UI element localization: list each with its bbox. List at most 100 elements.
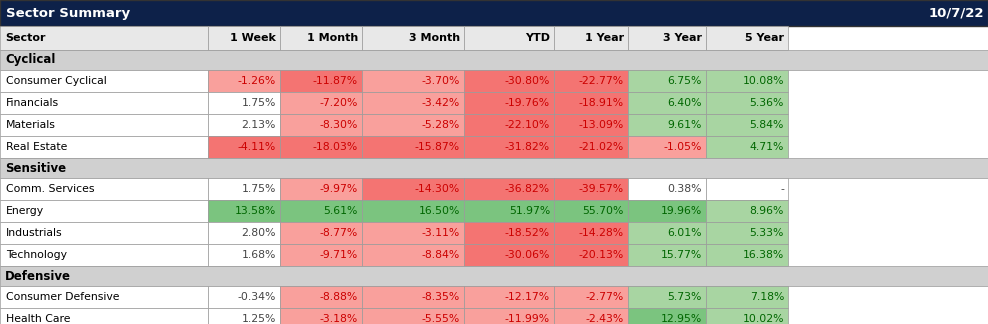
Text: 19.96%: 19.96% xyxy=(661,206,702,216)
Bar xyxy=(464,136,554,158)
Bar xyxy=(554,114,628,136)
Bar xyxy=(0,286,208,308)
Text: Energy: Energy xyxy=(6,206,44,216)
Text: -8.30%: -8.30% xyxy=(320,120,358,130)
Bar xyxy=(208,70,280,92)
Bar xyxy=(706,136,788,158)
Bar xyxy=(464,222,554,244)
Text: Consumer Cyclical: Consumer Cyclical xyxy=(6,76,107,86)
Bar xyxy=(0,114,208,136)
Bar xyxy=(628,222,706,244)
Text: -39.57%: -39.57% xyxy=(579,184,624,194)
Bar xyxy=(362,178,464,200)
Bar xyxy=(464,308,554,324)
Bar xyxy=(362,244,464,266)
Text: -8.84%: -8.84% xyxy=(422,250,460,260)
Bar xyxy=(0,92,208,114)
Bar xyxy=(208,244,280,266)
Bar xyxy=(706,222,788,244)
Bar xyxy=(0,266,988,286)
Text: 8.96%: 8.96% xyxy=(750,206,784,216)
Bar xyxy=(628,136,706,158)
Bar xyxy=(554,70,628,92)
Bar xyxy=(706,286,788,308)
Text: -12.17%: -12.17% xyxy=(505,292,550,302)
Bar xyxy=(0,70,208,92)
Text: -18.91%: -18.91% xyxy=(579,98,624,108)
Bar xyxy=(464,244,554,266)
Bar xyxy=(628,26,706,50)
Text: 4.71%: 4.71% xyxy=(750,142,784,152)
Bar xyxy=(280,308,362,324)
Text: -5.28%: -5.28% xyxy=(422,120,460,130)
Bar xyxy=(464,178,554,200)
Bar xyxy=(280,26,362,50)
Bar xyxy=(0,178,208,200)
Text: Industrials: Industrials xyxy=(6,228,62,238)
Bar xyxy=(280,200,362,222)
Bar xyxy=(554,178,628,200)
Bar xyxy=(554,286,628,308)
Text: -1.26%: -1.26% xyxy=(238,76,276,86)
Bar xyxy=(554,200,628,222)
Text: -9.71%: -9.71% xyxy=(320,250,358,260)
Text: -22.77%: -22.77% xyxy=(579,76,624,86)
Text: 1.68%: 1.68% xyxy=(242,250,276,260)
Bar xyxy=(706,92,788,114)
Bar xyxy=(208,200,280,222)
Bar xyxy=(362,114,464,136)
Text: Financials: Financials xyxy=(6,98,59,108)
Text: 9.61%: 9.61% xyxy=(668,120,702,130)
Bar xyxy=(628,200,706,222)
Bar xyxy=(706,178,788,200)
Bar xyxy=(554,222,628,244)
Text: 16.38%: 16.38% xyxy=(743,250,784,260)
Text: -30.80%: -30.80% xyxy=(505,76,550,86)
Text: 5.84%: 5.84% xyxy=(750,120,784,130)
Text: -20.13%: -20.13% xyxy=(579,250,624,260)
Bar xyxy=(208,178,280,200)
Text: 51.97%: 51.97% xyxy=(509,206,550,216)
Text: 6.40%: 6.40% xyxy=(668,98,702,108)
Text: -18.52%: -18.52% xyxy=(505,228,550,238)
Text: -11.99%: -11.99% xyxy=(505,314,550,324)
Bar xyxy=(362,222,464,244)
Bar xyxy=(554,308,628,324)
Text: 1 Week: 1 Week xyxy=(230,33,276,43)
Text: -: - xyxy=(781,184,784,194)
Bar xyxy=(464,286,554,308)
Bar xyxy=(628,178,706,200)
Bar xyxy=(280,114,362,136)
Text: -0.34%: -0.34% xyxy=(238,292,276,302)
Bar xyxy=(280,222,362,244)
Text: 5.61%: 5.61% xyxy=(324,206,358,216)
Text: -15.87%: -15.87% xyxy=(415,142,460,152)
Bar xyxy=(706,70,788,92)
Bar xyxy=(0,308,208,324)
Text: 0.38%: 0.38% xyxy=(668,184,702,194)
Text: YTD: YTD xyxy=(525,33,550,43)
Bar xyxy=(208,26,280,50)
Text: 10/7/22: 10/7/22 xyxy=(929,6,984,19)
Text: 2.13%: 2.13% xyxy=(242,120,276,130)
Text: -2.77%: -2.77% xyxy=(586,292,624,302)
Text: 6.01%: 6.01% xyxy=(668,228,702,238)
Text: -3.70%: -3.70% xyxy=(422,76,460,86)
Text: 1.75%: 1.75% xyxy=(242,184,276,194)
Bar xyxy=(554,244,628,266)
Text: -3.18%: -3.18% xyxy=(320,314,358,324)
Text: -13.09%: -13.09% xyxy=(579,120,624,130)
Text: 6.75%: 6.75% xyxy=(668,76,702,86)
Bar xyxy=(464,114,554,136)
Text: 15.77%: 15.77% xyxy=(661,250,702,260)
Bar xyxy=(280,244,362,266)
Bar xyxy=(0,136,208,158)
Bar xyxy=(362,286,464,308)
Text: Cyclical: Cyclical xyxy=(5,53,55,66)
Text: -8.77%: -8.77% xyxy=(320,228,358,238)
Bar xyxy=(208,222,280,244)
Bar xyxy=(464,92,554,114)
Bar xyxy=(706,200,788,222)
Bar xyxy=(628,92,706,114)
Text: -8.35%: -8.35% xyxy=(422,292,460,302)
